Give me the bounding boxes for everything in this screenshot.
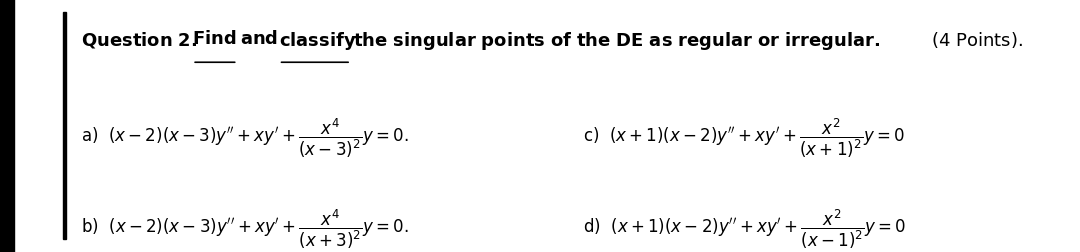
Text: $\mathbf{and}$: $\mathbf{and}$ — [240, 30, 278, 48]
Text: c)  $(x+1)(x-2)y'' + xy' + \dfrac{x^2}{(x+1)^2}y = 0$: c) $(x+1)(x-2)y'' + xy' + \dfrac{x^2}{(x… — [583, 116, 905, 159]
Text: $\mathbf{Find}$: $\mathbf{Find}$ — [192, 30, 237, 48]
Text: b)  $(x-2)(x-3)y'' + xy' + \dfrac{x^4}{(x+3)^2}y = 0.$: b) $(x-2)(x-3)y'' + xy' + \dfrac{x^4}{(x… — [81, 207, 409, 250]
Text: a)  $(x-2)(x-3)y'' + xy' + \dfrac{x^4}{(x-3)^2}y = 0.$: a) $(x-2)(x-3)y'' + xy' + \dfrac{x^4}{(x… — [81, 116, 408, 159]
Text: $\mathbf{Question\ 2.}$: $\mathbf{Question\ 2.}$ — [81, 30, 198, 50]
Text: $(4\ \mathrm{Points}).$: $(4\ \mathrm{Points}).$ — [931, 30, 1023, 50]
Text: $\mathbf{the\ singular\ points\ of\ the\ DE\ as\ regular\ or\ irregular.}$: $\mathbf{the\ singular\ points\ of\ the\… — [353, 30, 880, 52]
Text: $\mathbf{classify}$: $\mathbf{classify}$ — [279, 30, 356, 52]
Text: d)  $(x+1)(x-2)y'' + xy' + \dfrac{x^2}{(x-1)^2}y = 0$: d) $(x+1)(x-2)y'' + xy' + \dfrac{x^2}{(x… — [583, 207, 906, 250]
